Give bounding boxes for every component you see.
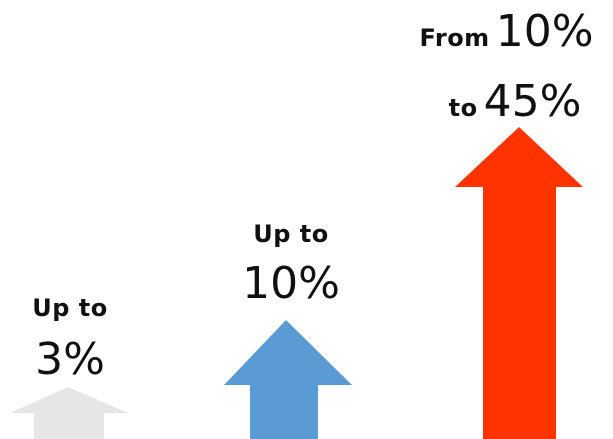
value-3-percent: 3% bbox=[35, 334, 105, 385]
label-from: From bbox=[419, 24, 490, 52]
arrow-up-icon-red bbox=[455, 127, 583, 439]
label-up-to-3: Up to bbox=[32, 294, 108, 322]
value-10-percent: 10% bbox=[242, 258, 340, 309]
arrow-up-icon-gray bbox=[10, 387, 128, 439]
arrow-up-icon-blue bbox=[224, 320, 352, 439]
label-to-row: to 45% bbox=[420, 80, 610, 124]
label-up-to-10: Up to bbox=[253, 220, 329, 248]
label-to: to bbox=[448, 94, 478, 122]
label-from-row: From 10% bbox=[400, 10, 613, 54]
value-from-10-percent: 10% bbox=[495, 6, 594, 57]
value-to-45-percent: 45% bbox=[483, 76, 582, 127]
